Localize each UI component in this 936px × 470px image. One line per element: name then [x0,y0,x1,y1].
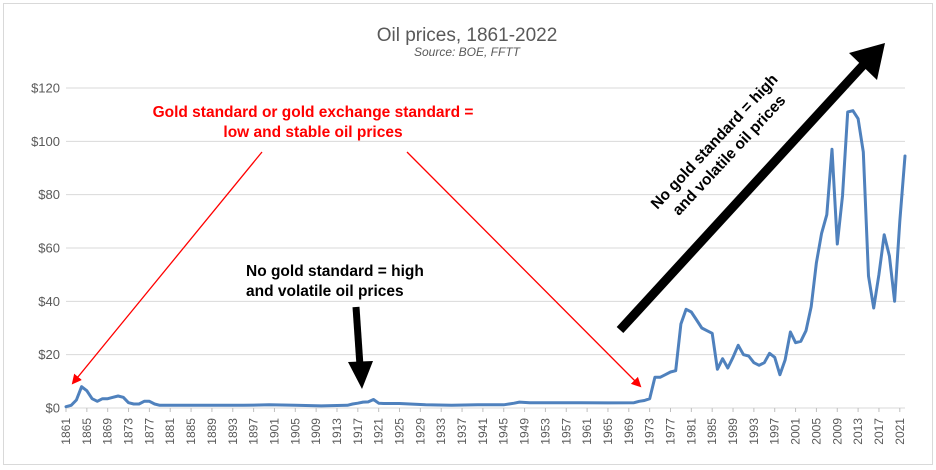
y-tick-label: $120 [31,81,60,96]
x-tick-label: 1969 [622,418,636,445]
x-tick-label: 1897 [247,418,261,445]
x-tick-label: 1957 [559,418,573,445]
x-tick-label: 1881 [163,418,177,445]
red-annotation-line2: low and stable oil prices [223,124,402,141]
big-diagonal-arrow [616,43,885,334]
red-arrow-left [71,151,263,385]
x-tick-label: 1925 [393,418,407,445]
red-annotation-line1: Gold standard or gold exchange standard … [153,104,474,121]
x-tick-label: 1941 [476,418,490,445]
x-tick-label: 1861 [59,418,73,445]
x-tick-label: 1901 [267,418,281,445]
x-tick-label: 1993 [747,418,761,445]
y-axis: $0 $20 $40 $60 $80 $100 $120 [31,81,60,416]
mid-annotation-line1: No gold standard = high [246,263,424,280]
x-tick-label: 2013 [851,418,865,445]
mid-annotation-line2: and volatile oil prices [246,283,404,300]
x-tick-label: 1961 [580,418,594,445]
y-tick-label: $0 [46,401,60,416]
x-tick-label: 1869 [101,418,115,445]
x-tick-label: 2017 [872,418,886,445]
y-tick-label: $60 [38,241,60,256]
chart-frame [3,3,933,465]
x-tick-label: 2021 [893,418,907,445]
red-arrow-right [406,151,642,388]
x-tick-label: 1873 [122,418,136,445]
gridlines [66,87,905,409]
x-tick-label: 1949 [518,418,532,445]
x-tick-label: 1909 [309,418,323,445]
x-tick-label: 1977 [663,418,677,445]
x-tick-label: 1937 [455,418,469,445]
black-down-arrow [348,306,373,389]
x-tick-label: 1885 [184,418,198,445]
chart-subtitle: Source: BOE, FFTT [414,45,522,59]
series-line-oil-price [64,109,907,409]
x-tick-label: 1985 [705,418,719,445]
x-tick-label: 1933 [434,418,448,445]
x-tick-label: 1981 [684,418,698,445]
x-tick-label: 1893 [226,418,240,445]
x-tick-label: 1913 [330,418,344,445]
x-tick-label: 1921 [372,418,386,445]
x-tick-label: 2001 [789,418,803,445]
x-tick-label: 1905 [288,418,302,445]
x-axis: 1861 1865 1869 1873 1877 1881 1885 1889 1893 1897… [59,408,907,445]
y-tick-label: $80 [38,187,60,202]
x-tick-label: 1973 [643,418,657,445]
x-tick-label: 1989 [726,418,740,445]
y-tick-label: $20 [38,347,60,362]
x-tick-label: 1877 [142,418,156,445]
x-tick-label: 1965 [601,418,615,445]
y-tick-label: $40 [38,294,60,309]
x-tick-label: 2005 [809,418,823,445]
x-tick-label: 1917 [351,418,365,445]
x-tick-label: 1953 [538,418,552,445]
x-tick-label: 2009 [830,418,844,445]
series-group [64,109,907,409]
x-tick-label: 1997 [768,418,782,445]
chart-title: Oil prices, 1861-2022 [377,25,558,46]
x-tick-label: 1865 [80,418,94,445]
x-tick-label: 1945 [497,418,511,445]
x-tick-label: 1929 [413,418,427,445]
x-tick-label: 1889 [205,418,219,445]
y-tick-label: $100 [31,134,60,149]
